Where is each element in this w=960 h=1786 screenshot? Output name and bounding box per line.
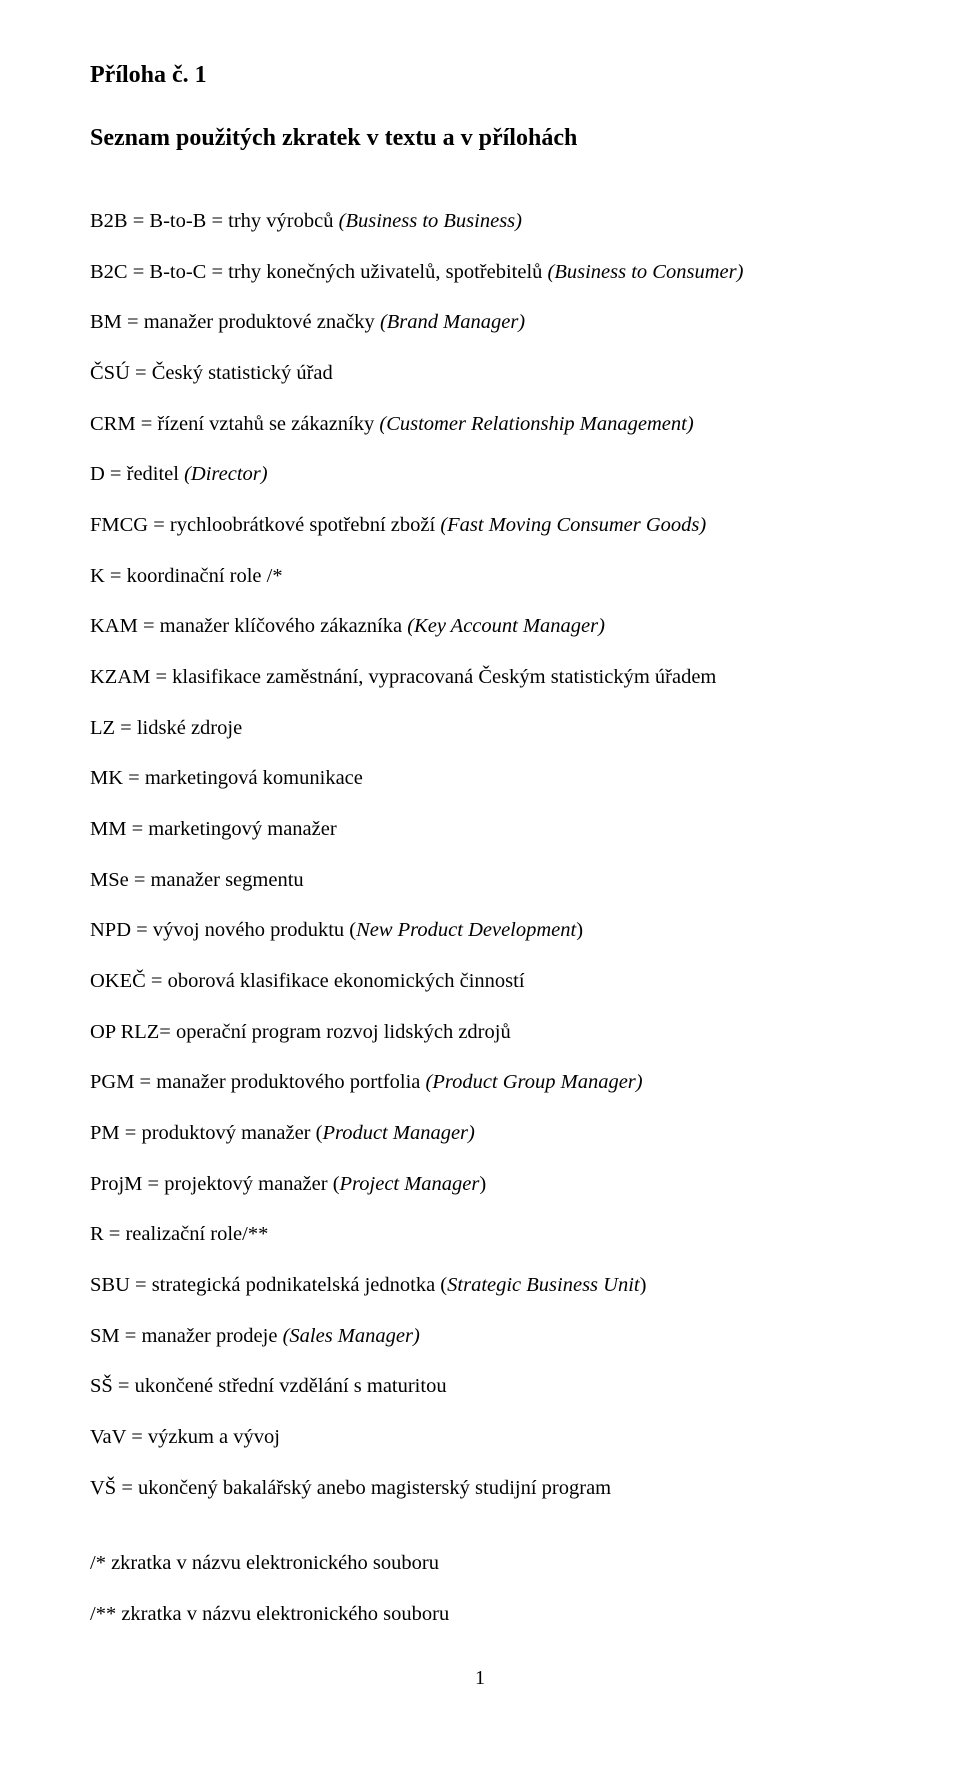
abbreviation-entry: FMCG = rychloobrátkové spotřební zboží (… <box>90 512 870 540</box>
abbreviation-entry: OKEČ = oborová klasifikace ekonomických … <box>90 968 870 996</box>
abbreviation-text: ČSÚ = Český statistický úřad <box>90 362 333 384</box>
abbreviation-entry: NPD = vývoj nového produktu (New Product… <box>90 917 870 945</box>
abbreviation-entry: VŠ = ukončený bakalářský anebo magisters… <box>90 1475 870 1503</box>
abbreviation-suffix: ) <box>479 1173 486 1195</box>
abbreviation-entry: BM = manažer produktové značky (Brand Ma… <box>90 309 870 337</box>
abbreviation-expansion: New Product Development <box>356 919 576 941</box>
abbreviation-entry: CRM = řízení vztahů se zákazníky (Custom… <box>90 411 870 439</box>
abbreviation-text: B2C = B-to-C = trhy konečných uživatelů,… <box>90 261 548 283</box>
abbreviation-text: SŠ = ukončené střední vzdělání s maturit… <box>90 1375 447 1397</box>
abbreviation-text: BM = manažer produktové značky <box>90 311 380 333</box>
abbreviation-entry: D = ředitel (Director) <box>90 461 870 489</box>
abbreviation-expansion: (Customer Relationship Management) <box>379 413 693 435</box>
abbreviation-entry: SBU = strategická podnikatelská jednotka… <box>90 1272 870 1300</box>
abbreviation-entry: B2B = B-to-B = trhy výrobců (Business to… <box>90 208 870 236</box>
abbreviation-entry: MSe = manažer segmentu <box>90 867 870 895</box>
abbreviation-expansion: (Business to Business) <box>339 210 522 232</box>
abbreviation-text: D = ředitel <box>90 463 184 485</box>
abbreviation-entry: B2C = B-to-C = trhy konečných uživatelů,… <box>90 259 870 287</box>
abbreviation-text: FMCG = rychloobrátkové spotřební zboží <box>90 514 440 536</box>
abbreviation-expansion: (Director) <box>184 463 268 485</box>
abbreviation-text: VaV = výzkum a vývoj <box>90 1426 280 1448</box>
abbreviation-entry: PGM = manažer produktového portfolia (Pr… <box>90 1069 870 1097</box>
abbreviation-expansion: Strategic Business Unit <box>447 1274 639 1296</box>
abbreviation-entry: R = realizační role/** <box>90 1221 870 1249</box>
abbreviation-entry: ProjM = projektový manažer (Project Mana… <box>90 1171 870 1199</box>
abbreviation-entry: K = koordinační role /* <box>90 563 870 591</box>
abbreviation-text: PM = produktový manažer ( <box>90 1122 322 1144</box>
abbreviation-text: LZ = lidské zdroje <box>90 717 242 739</box>
appendix-subtitle: Seznam použitých zkratek v textu a v pří… <box>90 125 870 152</box>
abbreviation-entry: MM = marketingový manažer <box>90 816 870 844</box>
abbreviation-entry: PM = produktový manažer (Product Manager… <box>90 1120 870 1148</box>
abbreviation-text: SM = manažer prodeje <box>90 1325 283 1347</box>
abbreviation-text: OKEČ = oborová klasifikace ekonomických … <box>90 970 525 992</box>
abbreviation-entry: OP RLZ= operační program rozvoj lidských… <box>90 1019 870 1047</box>
abbreviation-entry: SŠ = ukončené střední vzdělání s maturit… <box>90 1373 870 1401</box>
abbreviation-text: VŠ = ukončený bakalářský anebo magisters… <box>90 1477 611 1499</box>
footnote-line: /* zkratka v názvu elektronického soubor… <box>90 1550 870 1578</box>
abbreviation-entry: MK = marketingová komunikace <box>90 765 870 793</box>
abbreviation-text: KAM = manažer klíčového zákazníka <box>90 615 407 637</box>
footnote-line: /** zkratka v názvu elektronického soubo… <box>90 1601 870 1629</box>
abbreviation-expansion: (Business to Consumer) <box>548 261 744 283</box>
abbreviation-expansion: (Product Group Manager) <box>426 1071 643 1093</box>
abbreviation-text: R = realizační role/** <box>90 1223 268 1245</box>
abbreviation-text: B2B = B-to-B = trhy výrobců <box>90 210 339 232</box>
abbreviation-text: KZAM = klasifikace zaměstnání, vypracova… <box>90 666 716 688</box>
abbreviation-entry: KZAM = klasifikace zaměstnání, vypracova… <box>90 664 870 692</box>
abbreviation-expansion: (Sales Manager) <box>283 1325 420 1347</box>
abbreviation-entry: SM = manažer prodeje (Sales Manager) <box>90 1323 870 1351</box>
page-number: 1 <box>90 1667 870 1690</box>
abbreviation-expansion: Project Manager <box>340 1173 480 1195</box>
abbreviation-text: ProjM = projektový manažer ( <box>90 1173 340 1195</box>
abbreviation-text: SBU = strategická podnikatelská jednotka… <box>90 1274 447 1296</box>
abbreviation-text: MK = marketingová komunikace <box>90 767 363 789</box>
abbreviation-entry: VaV = výzkum a vývoj <box>90 1424 870 1452</box>
abbreviation-text: NPD = vývoj nového produktu ( <box>90 919 356 941</box>
abbreviation-list: B2B = B-to-B = trhy výrobců (Business to… <box>90 208 870 1502</box>
abbreviation-expansion: (Fast Moving Consumer Goods) <box>440 514 706 536</box>
abbreviation-expansion: Product Manager) <box>322 1122 474 1144</box>
abbreviation-entry: ČSÚ = Český statistický úřad <box>90 360 870 388</box>
abbreviation-text: K = koordinační role /* <box>90 565 283 587</box>
abbreviation-text: CRM = řízení vztahů se zákazníky <box>90 413 379 435</box>
abbreviation-expansion: (Key Account Manager) <box>407 615 605 637</box>
abbreviation-expansion: (Brand Manager) <box>380 311 525 333</box>
abbreviation-suffix: ) <box>640 1274 647 1296</box>
abbreviation-text: OP RLZ= operační program rozvoj lidských… <box>90 1021 511 1043</box>
abbreviation-suffix: ) <box>576 919 583 941</box>
appendix-title: Příloha č. 1 <box>90 62 870 89</box>
abbreviation-entry: KAM = manažer klíčového zákazníka (Key A… <box>90 613 870 641</box>
abbreviation-text: MSe = manažer segmentu <box>90 869 304 891</box>
footnotes: /* zkratka v názvu elektronického soubor… <box>90 1550 870 1628</box>
abbreviation-text: PGM = manažer produktového portfolia <box>90 1071 426 1093</box>
abbreviation-text: MM = marketingový manažer <box>90 818 337 840</box>
abbreviation-entry: LZ = lidské zdroje <box>90 715 870 743</box>
